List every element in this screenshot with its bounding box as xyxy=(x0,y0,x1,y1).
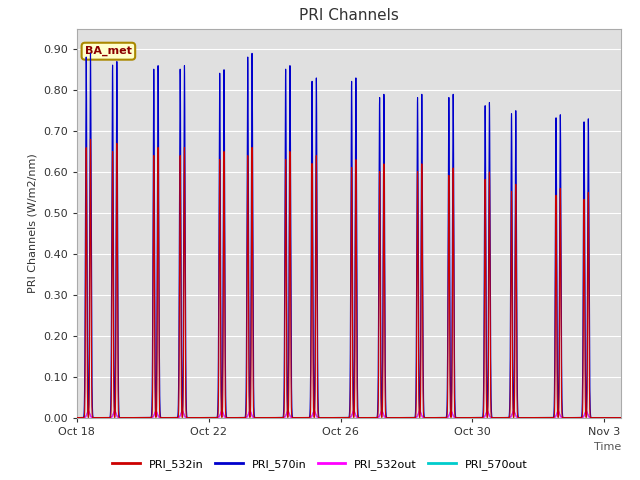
Legend: PRI_532in, PRI_570in, PRI_532out, PRI_570out: PRI_532in, PRI_570in, PRI_532out, PRI_57… xyxy=(108,455,532,474)
Title: PRI Channels: PRI Channels xyxy=(299,9,399,24)
X-axis label: Time: Time xyxy=(593,442,621,452)
Text: BA_met: BA_met xyxy=(85,46,132,56)
Y-axis label: PRI Channels (W/m2/nm): PRI Channels (W/m2/nm) xyxy=(28,153,38,293)
